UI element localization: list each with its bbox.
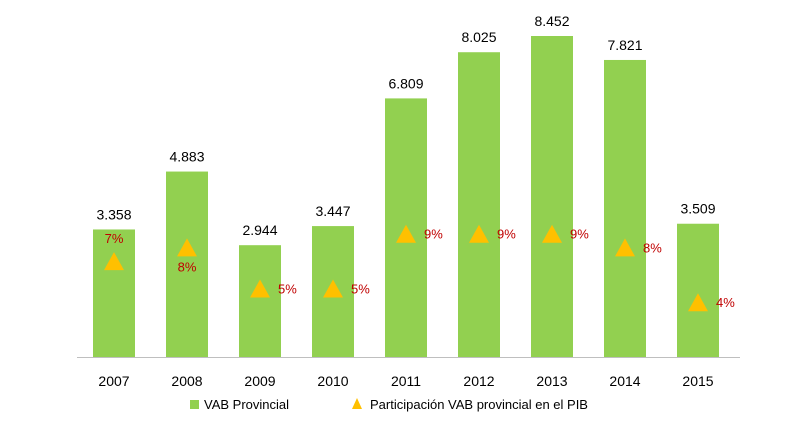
x-tick-label-2007: 2007 <box>98 373 129 389</box>
bar-value-label-2012: 8.025 <box>461 29 496 45</box>
pct-label-2010: 5% <box>351 282 370 297</box>
x-tick-label-2009: 2009 <box>244 373 275 389</box>
bar-value-label-2013: 8.452 <box>534 13 569 29</box>
bar-value-label-2008: 4.883 <box>169 149 204 165</box>
x-tick-label-2008: 2008 <box>171 373 202 389</box>
marker-2012 <box>469 224 489 243</box>
marker-2014 <box>615 238 635 257</box>
markers-group <box>104 224 708 312</box>
pct-label-2009: 5% <box>278 282 297 297</box>
bar-2007 <box>93 229 135 357</box>
legend: VAB Provincial Participación VAB provinc… <box>190 397 588 412</box>
marker-2015 <box>688 293 708 312</box>
pct-label-2014: 8% <box>643 240 662 255</box>
legend-label-participacion: Participación VAB provincial en el PIB <box>370 397 588 412</box>
x-tick-label-2013: 2013 <box>536 373 567 389</box>
marker-2011 <box>396 224 416 243</box>
marker-2008 <box>177 238 197 257</box>
bar-value-label-2011: 6.809 <box>388 75 423 91</box>
pct-label-2012: 9% <box>497 227 516 242</box>
pct-label-2011: 9% <box>424 227 443 242</box>
x-tick-label-2010: 2010 <box>317 373 348 389</box>
x-tick-label-2014: 2014 <box>609 373 640 389</box>
bar-2013 <box>531 36 573 357</box>
bar-2008 <box>166 171 208 357</box>
pct-labels-group: 7% 8% 5% 5% 9% 9% 9% 8% 4% <box>105 227 736 311</box>
bar-value-label-2014: 7.821 <box>607 37 642 53</box>
pct-label-2008: 8% <box>178 259 197 274</box>
bar-2009 <box>239 245 281 357</box>
x-tick-label-2015: 2015 <box>682 373 713 389</box>
marker-2010 <box>323 279 343 298</box>
bar-value-label-2015: 3.509 <box>680 201 715 217</box>
x-tick-label-2011: 2011 <box>391 373 421 389</box>
legend-swatch-participacion <box>352 398 362 409</box>
marker-2007 <box>104 252 124 271</box>
bar-value-label-2007: 3.358 <box>96 206 131 222</box>
marker-2009 <box>250 279 270 298</box>
x-tick-labels-group: 2007 2008 2009 2010 2011 2012 2013 2014 2015 <box>98 373 713 389</box>
marker-2013 <box>542 224 562 243</box>
bar-value-label-2010: 3.447 <box>315 203 350 219</box>
pct-label-2013: 9% <box>570 227 589 242</box>
bar-value-label-2009: 2.944 <box>242 222 277 238</box>
x-tick-label-2012: 2012 <box>463 373 494 389</box>
legend-label-vab-provincial: VAB Provincial <box>204 397 289 412</box>
pct-label-2015: 4% <box>716 295 735 310</box>
bar-labels-group: 3.358 4.883 2.944 3.447 6.809 8.025 8.452 7.821… <box>96 13 715 238</box>
legend-swatch-vab-provincial <box>190 400 199 409</box>
bar-2012 <box>458 52 500 358</box>
bar-2014 <box>604 59 646 358</box>
pct-label-2007: 7% <box>105 231 124 246</box>
bar-2015 <box>677 223 719 357</box>
